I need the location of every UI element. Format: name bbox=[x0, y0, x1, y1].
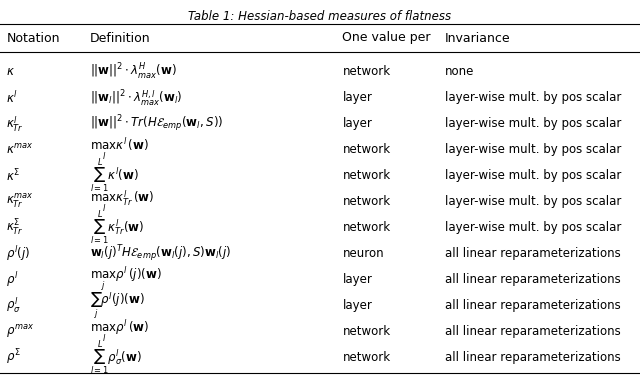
Text: layer: layer bbox=[342, 299, 372, 312]
Text: layer-wise mult. by pos scalar: layer-wise mult. by pos scalar bbox=[445, 143, 621, 156]
Text: $\max_l \kappa^l_{Tr}(\mathbf{w})$: $\max_l \kappa^l_{Tr}(\mathbf{w})$ bbox=[90, 189, 154, 214]
Text: $\max_l \rho^l(\mathbf{w})$: $\max_l \rho^l(\mathbf{w})$ bbox=[90, 319, 149, 344]
Text: $\kappa^{max}_{Tr}$: $\kappa^{max}_{Tr}$ bbox=[6, 193, 34, 211]
Text: $\rho^l(j)$: $\rho^l(j)$ bbox=[6, 244, 31, 263]
Text: layer-wise mult. by pos scalar: layer-wise mult. by pos scalar bbox=[445, 195, 621, 208]
Text: $\sum_{l=1}^{L} \kappa^l(\mathbf{w})$: $\sum_{l=1}^{L} \kappa^l(\mathbf{w})$ bbox=[90, 157, 138, 195]
Text: $\rho^l_{\sigma}$: $\rho^l_{\sigma}$ bbox=[6, 296, 21, 315]
Text: layer: layer bbox=[342, 91, 372, 105]
Text: network: network bbox=[342, 65, 390, 78]
Text: $\max_j \rho^l(j)(\mathbf{w})$: $\max_j \rho^l(j)(\mathbf{w})$ bbox=[90, 266, 161, 293]
Text: network: network bbox=[342, 221, 390, 234]
Text: all linear reparameterizations: all linear reparameterizations bbox=[445, 273, 621, 286]
Text: neuron: neuron bbox=[342, 247, 384, 260]
Text: all linear reparameterizations: all linear reparameterizations bbox=[445, 299, 621, 312]
Text: network: network bbox=[342, 143, 390, 156]
Text: $\sum_{l=1}^{L} \kappa^l_{Tr}(\mathbf{w})$: $\sum_{l=1}^{L} \kappa^l_{Tr}(\mathbf{w}… bbox=[90, 209, 144, 247]
Text: network: network bbox=[342, 169, 390, 182]
Text: Table 1: Hessian-based measures of flatness: Table 1: Hessian-based measures of flatn… bbox=[188, 10, 452, 22]
Text: all linear reparameterizations: all linear reparameterizations bbox=[445, 247, 621, 260]
Text: $||\mathbf{w}||^2 \cdot \lambda^H_{max}(\mathbf{w})$: $||\mathbf{w}||^2 \cdot \lambda^H_{max}(… bbox=[90, 62, 177, 82]
Text: all linear reparameterizations: all linear reparameterizations bbox=[445, 351, 621, 364]
Text: network: network bbox=[342, 351, 390, 364]
Text: layer: layer bbox=[342, 117, 372, 130]
Text: $\sum_{l=1}^{L} \rho^l_{\sigma}(\mathbf{w})$: $\sum_{l=1}^{L} \rho^l_{\sigma}(\mathbf{… bbox=[90, 339, 141, 377]
Text: network: network bbox=[342, 195, 390, 208]
Text: layer-wise mult. by pos scalar: layer-wise mult. by pos scalar bbox=[445, 117, 621, 130]
Text: all linear reparameterizations: all linear reparameterizations bbox=[445, 325, 621, 338]
Text: Definition: Definition bbox=[90, 32, 150, 44]
Text: $\kappa^{\Sigma}$: $\kappa^{\Sigma}$ bbox=[6, 168, 20, 184]
Text: $||\mathbf{w}||^2 \cdot Tr(H\mathcal{E}_{emp}(\mathbf{w}_l, S))$: $||\mathbf{w}||^2 \cdot Tr(H\mathcal{E}_… bbox=[90, 114, 223, 134]
Text: $\max_l \kappa^l(\mathbf{w})$: $\max_l \kappa^l(\mathbf{w})$ bbox=[90, 137, 148, 162]
Text: layer: layer bbox=[342, 273, 372, 286]
Text: network: network bbox=[342, 325, 390, 338]
Text: $\rho^{\Sigma}$: $\rho^{\Sigma}$ bbox=[6, 348, 21, 367]
Text: $\kappa^{max}$: $\kappa^{max}$ bbox=[6, 143, 34, 157]
Text: Invariance: Invariance bbox=[445, 32, 511, 44]
Text: none: none bbox=[445, 65, 474, 78]
Text: $\kappa$: $\kappa$ bbox=[6, 65, 15, 78]
Text: $\rho^l$: $\rho^l$ bbox=[6, 270, 19, 289]
Text: $||\mathbf{w}_l||^2 \cdot \lambda^{H,l}_{max}(\mathbf{w}_l)$: $||\mathbf{w}_l||^2 \cdot \lambda^{H,l}_… bbox=[90, 88, 182, 108]
Text: Notation: Notation bbox=[6, 32, 60, 44]
Text: $\sum_j \rho^l(j)(\mathbf{w})$: $\sum_j \rho^l(j)(\mathbf{w})$ bbox=[90, 291, 145, 321]
Text: layer-wise mult. by pos scalar: layer-wise mult. by pos scalar bbox=[445, 169, 621, 182]
Text: layer-wise mult. by pos scalar: layer-wise mult. by pos scalar bbox=[445, 221, 621, 234]
Text: $\kappa^l_{Tr}$: $\kappa^l_{Tr}$ bbox=[6, 114, 24, 133]
Text: $\mathbf{w}_l(j)^T H\mathcal{E}_{emp}(\mathbf{w}_l(j), S)\mathbf{w}_l(j)$: $\mathbf{w}_l(j)^T H\mathcal{E}_{emp}(\m… bbox=[90, 243, 231, 264]
Text: $\kappa^l$: $\kappa^l$ bbox=[6, 90, 18, 106]
Text: One value per: One value per bbox=[342, 32, 431, 44]
Text: layer-wise mult. by pos scalar: layer-wise mult. by pos scalar bbox=[445, 91, 621, 105]
Text: $\kappa^{\Sigma}_{Tr}$: $\kappa^{\Sigma}_{Tr}$ bbox=[6, 218, 24, 238]
Text: $\rho^{max}$: $\rho^{max}$ bbox=[6, 323, 35, 340]
